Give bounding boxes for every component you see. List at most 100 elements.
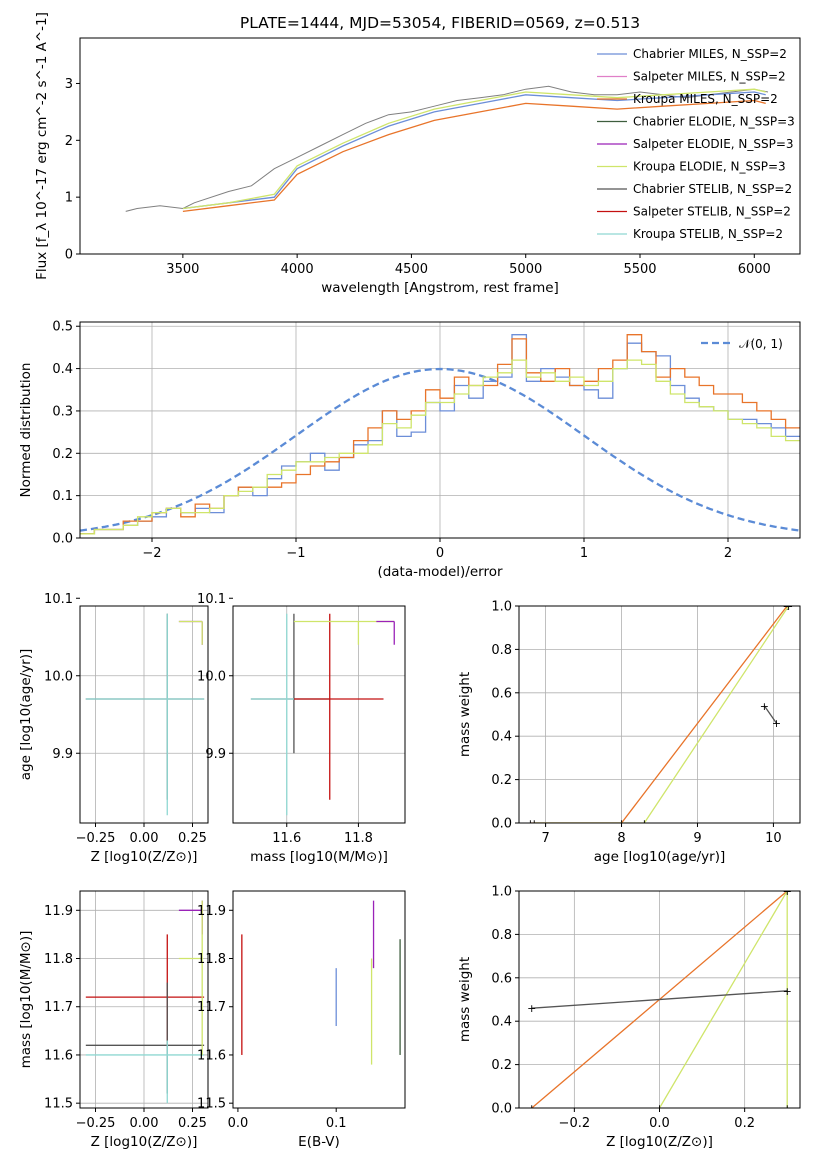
- x-tick-label: 11.6: [272, 831, 301, 846]
- x-tick-label: 11.8: [344, 831, 373, 846]
- y-tick-label: 0.4: [52, 362, 73, 377]
- point-marker: +: [783, 1102, 792, 1115]
- x-axis-label: Z [log10(Z/Z⊙)]: [91, 1134, 198, 1150]
- x-tick-label: −1: [286, 546, 305, 561]
- plot-area: +++++++: [519, 885, 800, 1115]
- legend-label: Kroupa STELIB, N_SSP=2: [633, 227, 783, 241]
- y-tick-label: 9.9: [52, 747, 73, 762]
- x-tick-label: 5000: [509, 262, 542, 277]
- x-tick-label: 0.00: [130, 1116, 159, 1131]
- y-tick-label: 11.7: [197, 1000, 226, 1015]
- x-tick-label: 4500: [395, 262, 428, 277]
- y-tick-label: 0.0: [491, 817, 512, 832]
- x-tick-label: −0.2: [559, 1116, 591, 1131]
- y-tick-label: 2: [65, 134, 73, 149]
- x-tick-label: −2: [142, 546, 161, 561]
- x-axis-label: mass [log10(M/M⊙)]: [250, 849, 388, 865]
- plot-area: [125, 85, 769, 213]
- series-line: [80, 334, 800, 535]
- axes-frame: [232, 890, 406, 1109]
- x-tick-label: 7: [541, 831, 549, 846]
- y-tick-label: 1.0: [491, 600, 512, 615]
- y-tick-label: 10.1: [44, 592, 73, 607]
- y-tick-label: 0.8: [491, 643, 512, 658]
- x-tick-label: 1: [580, 546, 588, 561]
- plot-area: + +++ ++++: [519, 600, 800, 830]
- chart-panel-6: −0.25 0.00 0.25 11.5 11.6 11.7 11.8 11.9 Z [log1…: [18, 890, 209, 1150]
- y-tick-label: 0.8: [491, 928, 512, 943]
- point-marker: +: [640, 817, 649, 830]
- x-tick-label: 0.25: [178, 831, 207, 846]
- point-marker: +: [782, 600, 791, 613]
- y-axis-label: mass weight: [457, 672, 473, 757]
- legend-label: Chabrier STELIB, N_SSP=2: [633, 182, 792, 196]
- y-tick-label: 11.9: [44, 904, 73, 919]
- y-axis-label: mass [log10(M/M⊙)]: [18, 931, 34, 1069]
- chart-panel-3: −0.25 0.00 0.25 9.9 10.0 10.1 Z [log10(Z/Z⊙)] a…: [18, 592, 209, 865]
- y-tick-label: 0.6: [491, 971, 512, 986]
- axes-frame: [232, 605, 406, 824]
- point-marker: +: [772, 717, 781, 730]
- series-line: [125, 85, 769, 212]
- series-line: [534, 606, 790, 823]
- y-tick-label: 1.0: [491, 885, 512, 900]
- series-line: [182, 91, 766, 210]
- point-marker: +: [655, 1102, 664, 1115]
- x-tick-label: 0.00: [130, 831, 159, 846]
- y-tick-label: 11.5: [197, 1097, 226, 1112]
- x-tick-label: 0: [436, 546, 444, 561]
- series-line: [182, 88, 766, 210]
- plot-area: [233, 606, 405, 823]
- y-axis-label: Normed distribution: [18, 363, 34, 498]
- y-tick-label: 11.5: [44, 1097, 73, 1112]
- y-tick-label: 1: [65, 191, 73, 206]
- x-tick-label: 4000: [281, 262, 314, 277]
- y-tick-label: 0.4: [491, 1015, 512, 1030]
- legend-label: Kroupa ELODIE, N_SSP=3: [633, 160, 786, 174]
- x-tick-label: 0.1: [326, 1116, 347, 1131]
- x-axis-label: Z [log10(Z/Z⊙)]: [606, 1134, 713, 1150]
- x-axis-label: age [log10(age/yr)]: [594, 849, 726, 865]
- chart-panel-4: 11.6 11.8 9.9 10.0 10.1 mass [log10(M/M⊙)]: [197, 592, 406, 865]
- x-tick-label: 0.0: [228, 1116, 249, 1131]
- y-tick-label: 9.9: [205, 747, 226, 762]
- y-tick-label: 0: [65, 248, 73, 263]
- y-tick-label: 0.0: [52, 532, 73, 547]
- x-tick-label: 0.0: [649, 1116, 670, 1131]
- y-axis-label: mass weight: [457, 957, 473, 1042]
- point-marker: +: [617, 817, 626, 830]
- point-marker: +: [783, 985, 792, 998]
- y-tick-label: 0.2: [52, 447, 73, 462]
- plot-area: [241, 900, 401, 1065]
- point-marker: +: [760, 700, 769, 713]
- y-tick-label: 11.9: [197, 904, 226, 919]
- axes-frame: [79, 37, 801, 255]
- y-tick-label: 11.6: [44, 1048, 73, 1063]
- y-tick-label: 0.6: [491, 686, 512, 701]
- x-tick-label: −0.25: [76, 1116, 116, 1131]
- x-axis-label: Z [log10(Z/Z⊙)]: [91, 849, 198, 865]
- x-axis-label: (data-model)/error: [377, 564, 503, 580]
- x-tick-label: 6000: [738, 262, 771, 277]
- y-tick-label: 10.1: [197, 592, 226, 607]
- x-tick-label: 0.2: [734, 1116, 755, 1131]
- point-marker: +: [784, 600, 793, 613]
- y-tick-label: 11.8: [197, 952, 226, 967]
- series-line: [80, 359, 800, 535]
- y-tick-label: 0.5: [52, 320, 73, 335]
- x-tick-label: 8: [617, 831, 625, 846]
- point-marker: +: [527, 1102, 536, 1115]
- point-marker: +: [783, 885, 792, 898]
- series-line: [658, 891, 788, 1108]
- x-axis-label: wavelength [Angstrom, rest frame]: [321, 280, 559, 296]
- y-axis-label: Flux [f_λ 10^-17 erg cm^-2 s^-1 A^-1]: [34, 12, 50, 280]
- legend-label: Salpeter STELIB, N_SSP=2: [633, 205, 791, 219]
- y-tick-label: 0.2: [491, 773, 512, 788]
- x-tick-label: 2: [724, 546, 732, 561]
- x-tick-label: −0.25: [76, 831, 116, 846]
- legend-label: Salpeter MILES, N_SSP=2: [633, 70, 786, 84]
- series-line: [531, 990, 788, 1009]
- chart-panel-8: +++++++−0.2 0.0 0.20.00.20.40.60.81.0Z [lo…: [457, 885, 801, 1150]
- y-tick-label: 3: [65, 77, 73, 92]
